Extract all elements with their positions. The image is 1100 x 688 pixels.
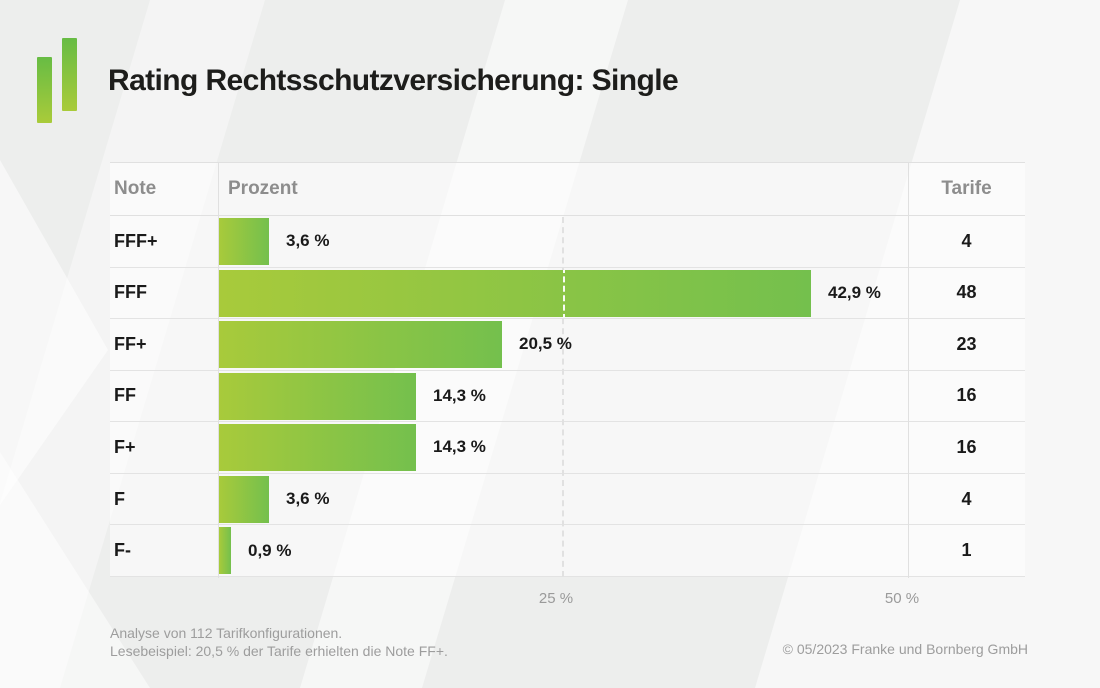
table-row: F 3,6 % 4 [110,473,1025,526]
rating-bar [219,475,269,523]
brand-logo [37,38,77,123]
table-row: FFF+ 3,6 % 4 [110,216,1025,268]
percent-label: 20,5 % [519,334,572,354]
table-row: FF+ 20,5 % 23 [110,319,1025,371]
rating-bar [219,527,231,575]
tarife-value: 4 [961,488,972,509]
bar-dash-overlay [563,269,565,317]
tarife-value: 4 [961,230,972,251]
note-label: FF [114,385,136,406]
note-label: FFF+ [114,230,158,251]
percent-label: 3,6 % [286,231,330,251]
table-rows: FFF+ 3,6 % 4 FFF 42,9 % 48 FF+ 20,5 % 23 [110,216,1025,577]
tarife-value: 48 [956,282,977,303]
percent-label: 0,9 % [248,540,292,560]
rating-bar [219,218,269,265]
page-title: Rating Rechtsschutzversicherung: Single [108,64,679,97]
tarife-value: 1 [961,540,972,561]
table-row: FFF 42,9 % 48 [110,267,1025,320]
logo-bar-right-icon [62,38,77,111]
rating-table: Note Prozent Tarife FFF+ 3,6 % 4 FFF 42,… [110,162,1025,578]
note-label: F [114,488,125,509]
percent-label: 14,3 % [433,437,486,457]
column-header-prozent: Prozent [228,178,298,199]
note-label: FFF [114,282,147,303]
bar-cell: 3,6 % [218,216,908,267]
note-label: F- [114,540,131,561]
column-divider-prozent [218,163,219,578]
gridline-25-percent [562,217,564,577]
x-axis-tick-25: 25 % [538,590,574,607]
tarife-value: 16 [956,385,977,406]
footnote-analysis: Analyse von 112 Tarifkonfigurationen. [110,625,343,641]
footnotes: Analyse von 112 Tarifkonfigurationen. Le… [110,625,448,660]
rating-bar [219,321,502,369]
column-header-tarife: Tarife [941,178,992,199]
rating-bar [219,372,416,420]
bar-cell: 0,9 % [218,525,908,576]
note-label: FF+ [114,333,147,354]
x-axis-tick-50: 50 % [884,590,920,607]
bar-cell: 3,6 % [218,474,908,525]
rating-bar [219,424,416,472]
table-header-row: Note Prozent Tarife [110,163,1025,216]
copyright-text: © 05/2023 Franke und Bornberg GmbH [782,641,1028,657]
logo-bar-left-icon [37,57,52,123]
column-divider-tarife [908,163,909,578]
bar-cell: 14,3 % [218,371,908,422]
bar-cell: 42,9 % [218,268,908,319]
bar-cell: 20,5 % [218,319,908,370]
column-header-note: Note [114,178,157,199]
percent-label: 42,9 % [828,282,881,302]
footnote-example: Lesebeispiel: 20,5 % der Tarife erhielte… [110,642,448,659]
note-label: F+ [114,436,136,457]
bar-cell: 14,3 % [218,422,908,473]
tarife-value: 23 [956,333,977,354]
percent-label: 14,3 % [433,385,486,405]
table-row: F+ 14,3 % 16 [110,422,1025,474]
tarife-value: 16 [956,436,977,457]
table-row: FF 14,3 % 16 [110,370,1025,423]
percent-label: 3,6 % [286,489,330,508]
rating-bar [219,269,811,317]
table-row: F- 0,9 % 1 [110,525,1025,577]
